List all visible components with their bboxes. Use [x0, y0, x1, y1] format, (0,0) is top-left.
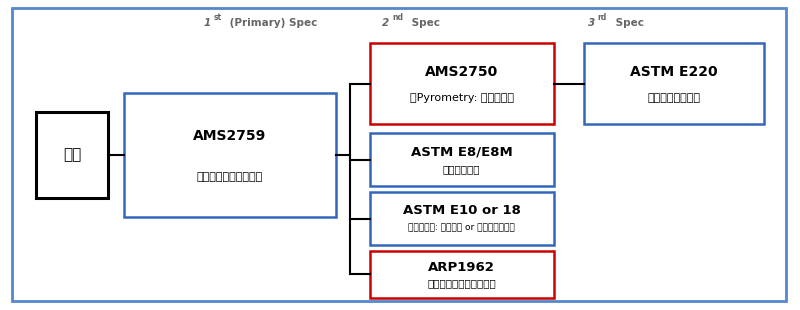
- Text: nd: nd: [392, 13, 403, 22]
- Text: （熱電対の校正）: （熱電対の校正）: [647, 93, 701, 103]
- FancyBboxPatch shape: [36, 112, 108, 198]
- FancyBboxPatch shape: [370, 192, 554, 245]
- Text: st: st: [214, 13, 222, 22]
- FancyBboxPatch shape: [584, 43, 764, 124]
- Text: ASTM E10 or 18: ASTM E10 or 18: [402, 204, 521, 217]
- Text: (Primary) Spec: (Primary) Spec: [226, 18, 318, 28]
- Text: （引張試験）: （引張試験）: [443, 164, 480, 174]
- Text: rd: rd: [598, 13, 607, 22]
- Text: 2: 2: [382, 18, 390, 28]
- FancyBboxPatch shape: [370, 251, 554, 298]
- Text: 3: 3: [588, 18, 595, 28]
- Text: ASTM E8/E8M: ASTM E8/E8M: [410, 145, 513, 158]
- FancyBboxPatch shape: [124, 93, 336, 217]
- Text: ARP1962: ARP1962: [428, 261, 495, 274]
- Text: AMS2759: AMS2759: [194, 129, 266, 144]
- Text: （硬さ試験: ブリネル or ロックウェル）: （硬さ試験: ブリネル or ロックウェル）: [408, 224, 515, 232]
- Text: 図面: 図面: [63, 148, 81, 162]
- Text: 1: 1: [204, 18, 211, 28]
- FancyBboxPatch shape: [370, 133, 554, 186]
- FancyBboxPatch shape: [370, 43, 554, 124]
- Text: ASTM E220: ASTM E220: [630, 64, 718, 79]
- Text: （熱処理従事者の認定）: （熱処理従事者の認定）: [427, 278, 496, 288]
- Text: （Pyrometry: 炉の管理）: （Pyrometry: 炉の管理）: [410, 93, 514, 103]
- Text: （鈴材の熱処理作業）: （鈴材の熱処理作業）: [197, 172, 263, 182]
- Text: Spec: Spec: [408, 18, 440, 28]
- Text: Spec: Spec: [612, 18, 644, 28]
- Text: AMS2750: AMS2750: [425, 64, 498, 79]
